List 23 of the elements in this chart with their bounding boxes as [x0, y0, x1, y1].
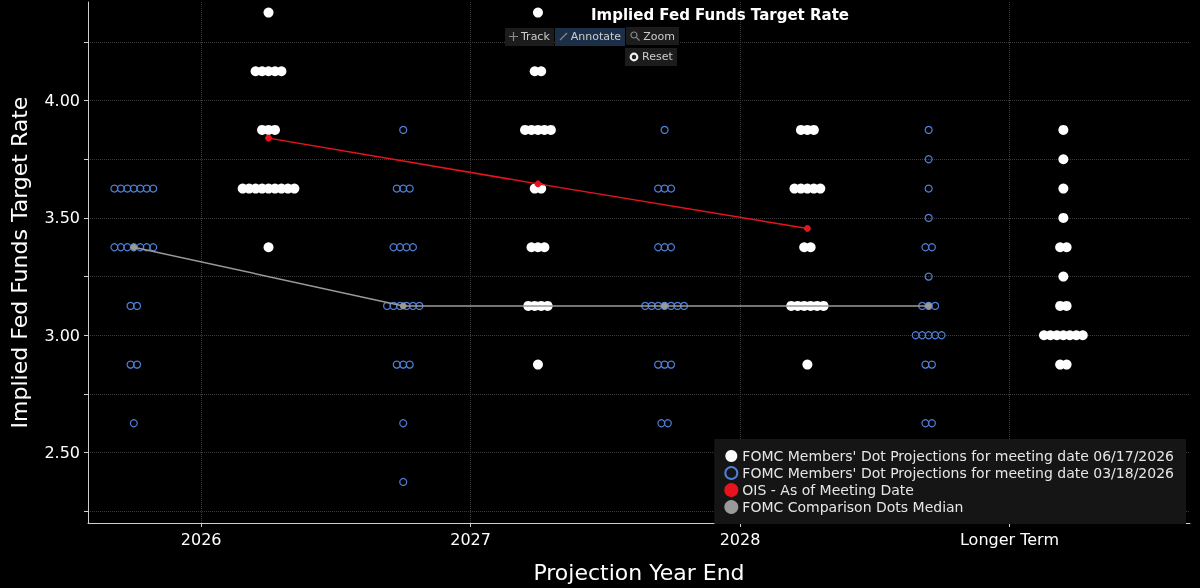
- legend-label: FOMC Members' Dot Projections for meeting date 06/17/2026: [742, 448, 1175, 464]
- toolbar-button: Zoom: [626, 27, 679, 45]
- annotation: Reset: [642, 50, 673, 63]
- point: [265, 134, 273, 142]
- x-tick-label: 2027: [450, 529, 491, 549]
- annotation: Zoom: [643, 29, 675, 43]
- x-tick-label: 2028: [719, 529, 761, 549]
- y-tick-label: 2.50: [44, 443, 80, 463]
- x-tick-label: 2026: [180, 529, 222, 549]
- y-axis-title: Implied Fed Funds Target Rate: [6, 96, 32, 429]
- chart-title: Implied Fed Funds Target Rate: [590, 6, 850, 24]
- x-tick-label: Longer Term: [959, 529, 1059, 549]
- y-tick-label: 3.00: [44, 325, 80, 345]
- legend-label: FOMC Comparison Dots Median: [742, 499, 964, 515]
- point: [803, 224, 811, 232]
- y-tick-label: 4.00: [44, 91, 80, 111]
- legend-label: OIS - As of Meeting Date: [742, 482, 914, 498]
- annotation: Track: [521, 30, 550, 43]
- y-tick-label: 3.50: [44, 208, 80, 228]
- point: [399, 302, 407, 310]
- annotation: Annotate: [570, 30, 622, 43]
- legend-label: FOMC Members' Dot Projections for meeting date 03/18/2026: [742, 465, 1175, 481]
- x-axis-title: Projection Year End: [533, 559, 745, 585]
